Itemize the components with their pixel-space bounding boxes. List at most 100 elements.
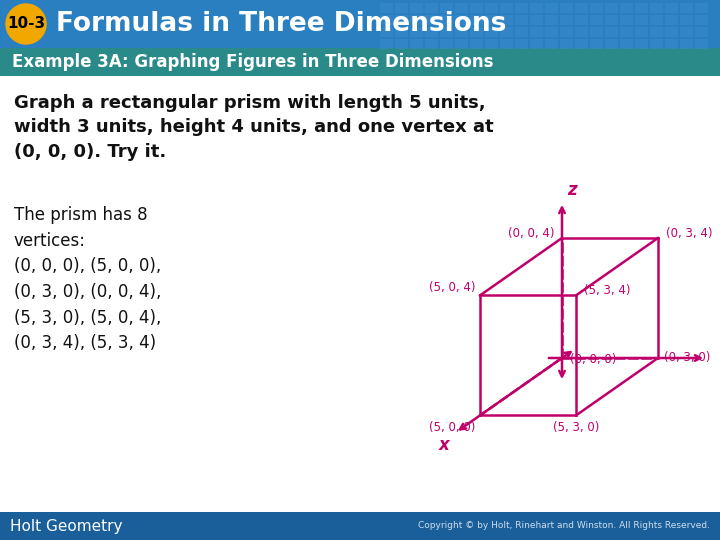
Bar <box>635 27 648 37</box>
Text: Example 3A: Graphing Figures in Three Dimensions: Example 3A: Graphing Figures in Three Di… <box>12 53 493 71</box>
Text: (5, 3, 0): (5, 3, 0) <box>553 421 599 434</box>
Bar <box>440 39 453 49</box>
Bar <box>395 27 408 37</box>
Bar <box>545 39 558 49</box>
Bar <box>605 3 618 13</box>
Text: (0, 3, 0): (0, 3, 0) <box>664 352 711 365</box>
Bar <box>500 15 513 25</box>
Bar <box>440 27 453 37</box>
Bar <box>470 15 483 25</box>
Bar <box>545 3 558 13</box>
Bar <box>0 76 720 512</box>
Bar <box>380 39 393 49</box>
Bar <box>530 39 543 49</box>
Bar <box>380 3 393 13</box>
Bar <box>620 27 633 37</box>
Bar <box>620 15 633 25</box>
Bar <box>650 15 663 25</box>
Bar <box>0 512 720 540</box>
Text: z: z <box>567 181 577 199</box>
Bar <box>440 15 453 25</box>
Bar <box>410 15 423 25</box>
Bar <box>470 39 483 49</box>
Bar <box>590 27 603 37</box>
Bar <box>425 15 438 25</box>
Bar <box>575 39 588 49</box>
Bar <box>425 3 438 13</box>
Bar <box>455 27 468 37</box>
Bar <box>470 27 483 37</box>
Bar <box>455 15 468 25</box>
Text: Copyright © by Holt, Rinehart and Winston. All Rights Reserved.: Copyright © by Holt, Rinehart and Winsto… <box>418 522 710 530</box>
Bar <box>395 3 408 13</box>
Bar <box>500 3 513 13</box>
Bar <box>0 48 720 76</box>
Bar <box>590 15 603 25</box>
Bar <box>680 15 693 25</box>
Bar <box>425 27 438 37</box>
Bar <box>470 3 483 13</box>
Bar <box>695 27 708 37</box>
Text: The prism has 8
vertices:
(0, 0, 0), (5, 0, 0),
(0, 3, 0), (0, 0, 4),
(5, 3, 0),: The prism has 8 vertices: (0, 0, 0), (5,… <box>14 206 161 353</box>
Bar <box>485 39 498 49</box>
Bar <box>545 27 558 37</box>
Bar <box>650 27 663 37</box>
Bar <box>380 27 393 37</box>
Bar <box>605 15 618 25</box>
Bar <box>395 39 408 49</box>
Bar <box>650 3 663 13</box>
Bar <box>485 27 498 37</box>
Bar <box>560 27 573 37</box>
Bar <box>560 39 573 49</box>
Bar <box>395 15 408 25</box>
Bar <box>635 15 648 25</box>
Bar <box>410 39 423 49</box>
Bar <box>440 3 453 13</box>
Bar <box>605 27 618 37</box>
Bar <box>425 39 438 49</box>
Text: Formulas in Three Dimensions: Formulas in Three Dimensions <box>56 11 506 37</box>
Bar <box>635 3 648 13</box>
Circle shape <box>6 4 46 44</box>
Text: (0, 3, 4): (0, 3, 4) <box>666 226 713 240</box>
Bar <box>545 15 558 25</box>
Text: Holt Geometry: Holt Geometry <box>10 518 122 534</box>
Bar <box>575 3 588 13</box>
Bar <box>410 27 423 37</box>
Bar <box>695 3 708 13</box>
Text: (0, 0, 4): (0, 0, 4) <box>508 226 554 240</box>
Bar <box>650 39 663 49</box>
Bar <box>680 39 693 49</box>
Bar <box>0 0 720 48</box>
Bar <box>605 39 618 49</box>
Bar <box>515 15 528 25</box>
Bar <box>665 27 678 37</box>
Bar <box>635 39 648 49</box>
Bar <box>575 27 588 37</box>
Bar <box>590 39 603 49</box>
Text: (0, 0, 0): (0, 0, 0) <box>570 354 616 367</box>
Text: x: x <box>438 436 449 454</box>
Bar <box>695 15 708 25</box>
Bar <box>590 3 603 13</box>
Bar <box>515 39 528 49</box>
Bar <box>485 15 498 25</box>
Bar <box>530 3 543 13</box>
Bar <box>620 39 633 49</box>
Bar <box>665 39 678 49</box>
Bar <box>665 15 678 25</box>
Bar <box>500 27 513 37</box>
Bar <box>560 3 573 13</box>
Bar <box>515 27 528 37</box>
Bar <box>530 27 543 37</box>
Bar <box>380 15 393 25</box>
Bar <box>500 39 513 49</box>
Bar <box>515 3 528 13</box>
Bar <box>485 3 498 13</box>
Bar <box>680 3 693 13</box>
Text: 10-3: 10-3 <box>7 17 45 31</box>
Bar <box>530 15 543 25</box>
Bar <box>665 3 678 13</box>
Text: (5, 3, 4): (5, 3, 4) <box>584 284 631 297</box>
Bar <box>455 39 468 49</box>
